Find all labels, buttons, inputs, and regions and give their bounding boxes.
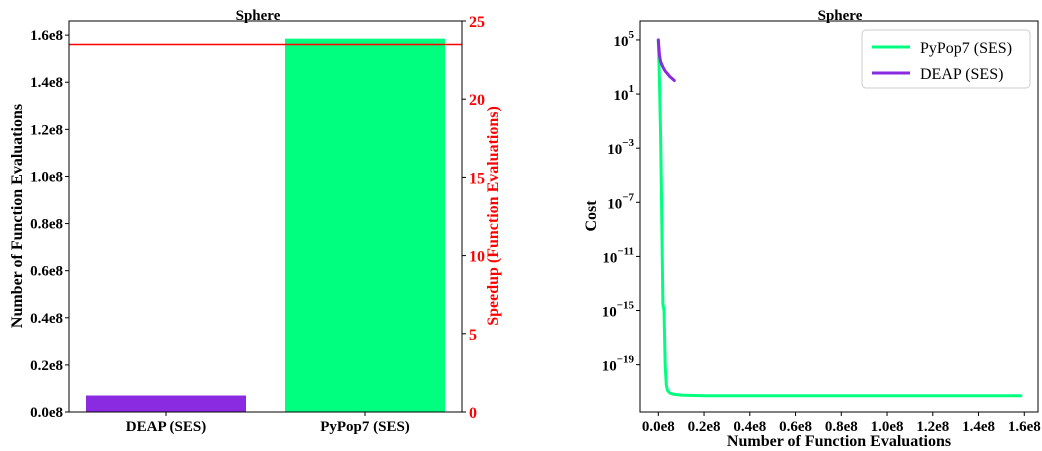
secondary-y-tick-label: 5 [469,327,477,344]
secondary-y-tick-label: 0 [469,405,477,422]
left-y-tick-label: 0.2e8 [30,358,63,374]
category-label: DEAP (SES) [126,419,206,435]
secondary-y-tick-label: 15 [469,170,485,187]
right-chart-title: Sphere [818,8,863,24]
right-x-tick-label: 1.0e8 [871,419,904,435]
right-x-tick-label: 0.8e8 [825,419,858,435]
right-x-axis-label: Number of Function Evaluations [727,433,951,450]
left-chart: Sphere 0.0e8 0.2e8 0.4e8 0.6e8 0.8e8 1.0e8 1.2… [9,8,502,435]
series-line-1 [656,38,1023,398]
right-y-tick-label: 10−7 [607,191,634,212]
right-x-tick-label: 1.4e8 [962,419,995,435]
left-y-tick-label: 0.8e8 [30,217,63,233]
right-series-lines [656,38,1023,398]
left-y-ticks: 0.0e8 0.2e8 0.4e8 0.6e8 0.8e8 1.0e8 1.2e8 1.4e8… [30,28,69,421]
left-secondary-y-ticks: 0 5 10 15 20 25 [462,14,485,422]
legend-label: DEAP (SES) [920,66,1003,83]
left-y-axis-label: Number of Function Evaluations [9,104,26,328]
right-x-tick-label: 0.6e8 [779,419,812,435]
right-chart: Sphere 105 101 10−3 10−7 10−11 10−15 10−19 0.0… [583,8,1041,450]
right-plot-frame [639,20,1039,413]
left-y-tick-label: 0.0e8 [30,405,63,421]
secondary-y-tick-label: 10 [469,249,485,266]
right-x-tick-label: 0.2e8 [688,419,721,435]
left-chart-title: Sphere [236,8,281,24]
right-x-tick-label: 1.2e8 [916,419,949,435]
right-x-tick-label: 1.6e8 [1008,419,1041,435]
left-bars [86,38,445,413]
right-y-tick-label: 10−15 [602,300,635,321]
bar-1 [86,395,246,412]
left-y-tick-label: 0.4e8 [30,311,63,327]
left-y-tick-label: 1.2e8 [30,122,63,138]
right-y-tick-label: 10−11 [602,245,634,266]
left-plot-frame [68,20,463,413]
right-x-tick-label: 0.4e8 [733,419,766,435]
right-x-ticks: 0.0e8 0.2e8 0.4e8 0.6e8 0.8e8 1.0e8 1.2e8 1.4e8… [642,412,1041,435]
right-y-tick-label: 105 [614,29,635,50]
right-y-tick-label: 10−19 [602,354,635,375]
right-y-ticks: 105 101 10−3 10−7 10−11 10−15 10−19 [602,29,640,375]
left-y-tick-label: 1.4e8 [30,75,63,91]
right-y-axis-label: Cost [583,200,600,232]
left-y-tick-label: 1.0e8 [30,169,63,185]
series-line-2 [656,38,676,83]
right-x-tick-label: 0.0e8 [642,419,675,435]
left-secondary-y-axis-label: Speedup (Function Evaluations) [485,106,502,326]
legend-label: PyPop7 (SES) [920,40,1012,57]
category-label: PyPop7 (SES) [320,419,410,435]
right-y-tick-label: 101 [614,83,635,104]
legend: PyPop7 (SES) DEAP (SES) [861,29,1031,89]
right-y-tick-label: 10−3 [607,137,634,158]
left-y-tick-label: 1.6e8 [30,28,63,44]
bar-2 [285,38,445,413]
secondary-y-tick-label: 25 [469,14,485,31]
left-x-ticks: DEAP (SES) PyPop7 (SES) [126,412,410,435]
left-y-tick-label: 0.6e8 [30,264,63,280]
secondary-y-tick-label: 20 [469,92,485,109]
